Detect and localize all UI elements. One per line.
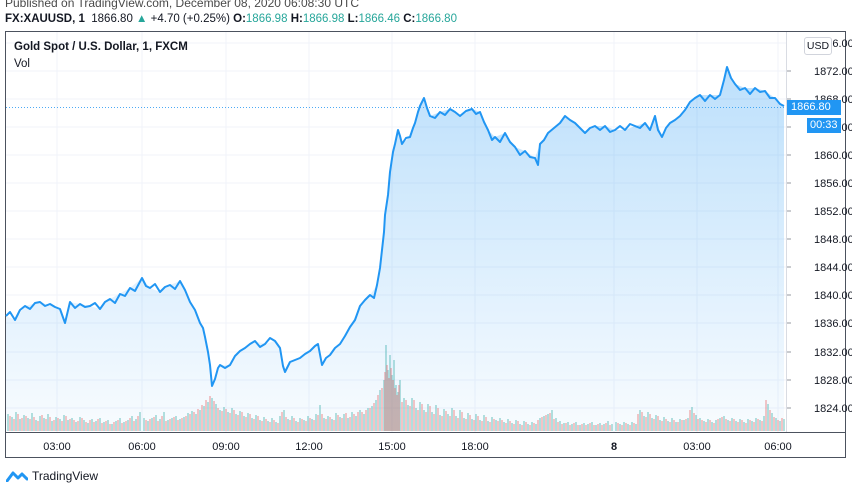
volume-legend[interactable]: Vol: [14, 58, 30, 70]
low-value: 1866.46: [358, 13, 401, 25]
x-tick-1800: 18:00: [461, 441, 489, 453]
x-tick-0600: 06:00: [128, 441, 156, 453]
ticker-summary: FX:XAUUSD, 1 1866.80 ▲ +4.70 (+0.25%) O:…: [5, 13, 457, 25]
time-axis-labels: 03:00 06:00 09:00 12:00 15:00 18:00 8 03…: [43, 441, 792, 453]
x-tick-0900: 09:00: [212, 441, 240, 453]
y-tick-1832: 1832.00: [814, 347, 852, 359]
price-change: +4.70 (+0.25%): [150, 13, 230, 25]
y-tick-1844: 1844.00: [814, 262, 852, 274]
y-tick-1852: 1852.00: [814, 206, 852, 218]
y-tick-1860: 1860.00: [814, 150, 852, 162]
price-area-fill: [6, 67, 784, 431]
tradingview-logo[interactable]: TradingView: [6, 469, 98, 483]
open-label: O:: [233, 13, 246, 25]
x-tick-day-8: 8: [611, 441, 617, 453]
x-tick-0300: 03:00: [43, 441, 71, 453]
y-tick-1872: 1872.00: [814, 66, 852, 78]
x-tick-0600-day2: 06:00: [764, 441, 792, 453]
y-tick-1848: 1848.00: [814, 234, 852, 246]
tradingview-brand-text: TradingView: [32, 469, 99, 483]
y-tick-1824: 1824.00: [814, 403, 852, 415]
last-price-tag: 1866.80: [787, 100, 841, 115]
x-tick-1500: 15:00: [378, 441, 406, 453]
price-axis-labels: 1872.00 1868.00 1864.00 1860.00 1856.00 …: [787, 38, 852, 415]
close-value: 1866.80: [415, 13, 457, 25]
low-label: L:: [347, 13, 359, 25]
currency-badge[interactable]: USD: [804, 37, 832, 55]
x-tick-1200: 12:00: [295, 441, 323, 453]
symbol-label: FX:XAUUSD, 1: [5, 13, 85, 25]
published-caption: Published on TradingView.com, December 0…: [5, 0, 359, 10]
x-tick-0300-day2: 03:00: [683, 441, 711, 453]
y-tick-1828: 1828.00: [814, 375, 852, 387]
last-price: 1866.80: [91, 13, 133, 25]
high-label: H:: [290, 13, 303, 25]
bar-countdown-tag: 00:33: [807, 118, 841, 133]
y-tick-1856: 1856.00: [814, 178, 852, 190]
y-tick-1836: 1836.00: [814, 318, 852, 330]
close-label: C:: [403, 13, 416, 25]
open-value: 1866.98: [245, 13, 288, 25]
high-value: 1866.98: [302, 13, 345, 25]
change-up-arrow-icon: ▲: [136, 13, 148, 25]
tradingview-cloud-icon: [6, 471, 28, 482]
chart-legend-title[interactable]: Gold Spot / U.S. Dollar, 1, FXCM: [14, 41, 188, 53]
y-tick-1840: 1840.00: [814, 290, 852, 302]
price-line: [5, 66, 785, 387]
